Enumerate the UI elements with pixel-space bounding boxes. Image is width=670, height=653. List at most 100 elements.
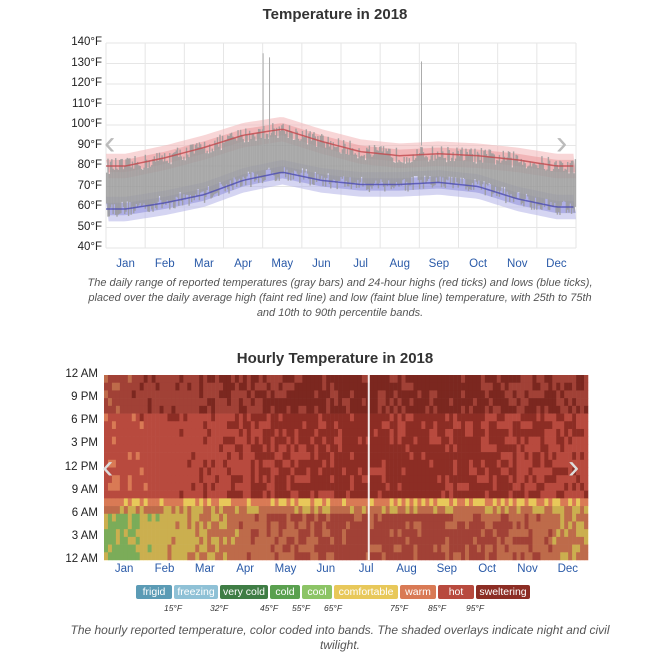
heat-cell [576, 459, 581, 468]
heat-cell [397, 390, 402, 399]
heat-cell [496, 390, 502, 399]
heat-cell [580, 544, 585, 553]
prev-arrow-icon-2[interactable]: ‹ [102, 448, 114, 486]
heat-cell [270, 482, 275, 491]
heat-cell [357, 498, 363, 507]
heat-cell [369, 428, 375, 437]
heat-cell [480, 529, 486, 538]
heat-cell [294, 482, 299, 491]
heat-cell [536, 467, 541, 476]
daily-range-bar [417, 155, 420, 181]
next-arrow-icon[interactable]: › [556, 124, 568, 162]
heat-cell [480, 398, 486, 407]
heat-cell [167, 536, 172, 545]
heat-cell [472, 498, 478, 507]
heat-cell [187, 467, 192, 476]
next-arrow-icon-2[interactable]: › [568, 448, 580, 486]
heat-cell [580, 428, 585, 437]
heat-cell [385, 529, 390, 538]
heat-cell [258, 459, 263, 468]
heat-cell [155, 521, 160, 530]
heat-cell [270, 544, 275, 553]
heat-cell [488, 382, 494, 391]
heat-cell [167, 413, 172, 422]
heat-cell [429, 428, 434, 437]
daily-range-bar [542, 162, 544, 203]
heat-cell [258, 552, 263, 561]
heat-cell [294, 513, 299, 522]
heat-cell [234, 513, 240, 522]
heat-cell [226, 452, 232, 461]
heat-cell [223, 506, 228, 515]
heat-cell [346, 498, 351, 507]
heat-cell [282, 529, 287, 538]
heat-cell [353, 390, 359, 399]
heat-cell [167, 421, 172, 430]
heat-cell [219, 428, 224, 437]
daily-range-bar [480, 148, 483, 190]
heat-cell [135, 436, 141, 445]
heat-cell [500, 421, 505, 430]
heat-cell [159, 544, 164, 553]
heat-cell [195, 421, 200, 430]
heat-cell [314, 444, 319, 453]
heat-cell [349, 536, 355, 545]
heat-cell [568, 421, 573, 430]
heat-cell [413, 398, 418, 407]
heat-cell [409, 475, 414, 484]
heat-cell [298, 413, 303, 422]
heat-cell [266, 482, 271, 491]
heat-cell [377, 490, 383, 499]
heat-cell [242, 482, 248, 491]
heat-cell [389, 536, 394, 545]
heat-cell [373, 506, 379, 515]
heat-cell [357, 475, 363, 484]
heat-cell [532, 536, 537, 545]
heat-cell [389, 436, 394, 445]
heat-cell [564, 467, 569, 476]
daily-range-bar [449, 161, 452, 185]
prev-arrow-icon[interactable]: ‹ [104, 124, 116, 162]
heat-cell [536, 513, 541, 522]
heat-cell [361, 413, 367, 422]
heat-cell [219, 421, 224, 430]
heat-cell [397, 536, 402, 545]
heat-cell [484, 482, 490, 491]
heat-cell [135, 506, 141, 515]
heat-cell [314, 390, 319, 399]
heat-cell [258, 375, 263, 384]
daily-range-bar [229, 133, 232, 181]
heat-cell [385, 428, 390, 437]
heat-cell [405, 498, 410, 507]
heat-cell [461, 513, 466, 522]
heat-cell [512, 482, 517, 491]
heat-cell [512, 459, 517, 468]
daily-range-bar [272, 123, 274, 173]
heat-cell [195, 490, 200, 499]
heat-cell [500, 428, 505, 437]
heat-cell [306, 482, 311, 491]
heat-cell [143, 521, 148, 530]
heat-cell [290, 421, 295, 430]
heat-cell [246, 467, 252, 476]
heat-cell [104, 513, 109, 522]
heat-cell [552, 452, 557, 461]
heat-cell [226, 475, 232, 484]
heat-cell [476, 467, 482, 476]
heat-cell [393, 413, 398, 422]
daily-range-bar [225, 139, 228, 185]
heat-cell [175, 475, 180, 484]
heat-cell [151, 405, 156, 414]
heat-cell [195, 552, 200, 561]
heat-cell [465, 444, 470, 453]
heat-cell [397, 544, 402, 553]
heat-cell [306, 413, 311, 422]
heat-cell [461, 475, 466, 484]
heat-cell [143, 529, 148, 538]
heat-cell [532, 413, 537, 422]
month-label: Sep [428, 258, 450, 270]
heat-cell [564, 513, 569, 522]
daily-range-bar [255, 140, 257, 181]
heat-cell [266, 436, 271, 445]
heat-cell [377, 421, 383, 430]
